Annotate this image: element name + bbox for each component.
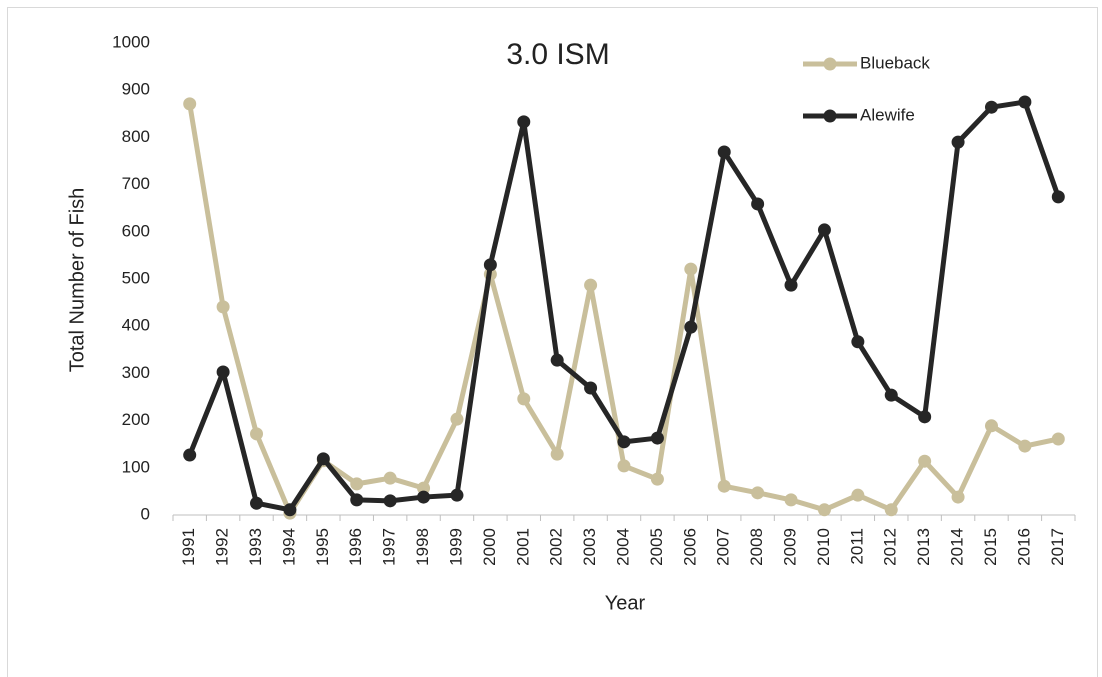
y-tick-label: 800: [122, 127, 150, 146]
point: [216, 365, 230, 379]
point: [751, 486, 765, 500]
point: [851, 335, 865, 349]
x-tick-label: 1999: [446, 528, 465, 566]
x-tick-label: 1993: [246, 528, 265, 566]
point: [483, 258, 497, 272]
point: [183, 448, 197, 462]
x-tick-label: 2002: [547, 528, 566, 566]
point: [1051, 432, 1065, 446]
point: [884, 503, 898, 517]
point: [450, 488, 464, 502]
point: [817, 223, 831, 237]
point: [617, 459, 631, 473]
y-axis-label: Total Number of Fish: [66, 188, 88, 373]
x-tick-label: 2017: [1048, 528, 1067, 566]
y-tick-label: 1000: [112, 32, 150, 51]
point: [851, 488, 865, 502]
x-tick-label: 2005: [647, 528, 666, 566]
point: [517, 115, 531, 129]
x-tick-label: 2001: [513, 528, 532, 566]
point: [584, 381, 598, 395]
y-tick-label: 900: [122, 80, 150, 99]
x-tick-label: 2011: [847, 528, 866, 565]
point: [250, 427, 264, 441]
x-tick-label: 2015: [981, 528, 1000, 566]
x-tick-label: 2004: [613, 528, 632, 566]
point: [1018, 95, 1032, 109]
x-tick-label: 2006: [680, 528, 699, 566]
legend-marker: [823, 57, 837, 71]
point: [817, 503, 831, 517]
point: [584, 278, 598, 292]
point: [1018, 439, 1032, 453]
y-tick-label: 400: [122, 316, 150, 335]
x-tick-label: 2014: [948, 528, 967, 566]
point: [684, 320, 698, 334]
point: [550, 353, 564, 367]
y-tick-label: 600: [122, 221, 150, 240]
y-tick-label: 200: [122, 410, 150, 429]
point: [684, 262, 698, 276]
x-tick-label: 2016: [1014, 528, 1033, 566]
point: [751, 197, 765, 211]
point: [884, 388, 898, 402]
point: [417, 490, 431, 504]
point: [250, 496, 264, 510]
point: [617, 435, 631, 449]
point: [951, 490, 965, 504]
point: [1051, 190, 1065, 204]
x-tick-label: 1992: [213, 528, 232, 566]
x-tick-label: 1996: [346, 528, 365, 566]
x-tick-label: 1997: [380, 528, 399, 566]
y-tick-label: 500: [122, 268, 150, 287]
point: [283, 503, 297, 517]
y-tick-label: 300: [122, 363, 150, 382]
x-tick-label: 1991: [179, 528, 198, 566]
y-tick-label: 700: [122, 174, 150, 193]
x-tick-label: 2003: [580, 528, 599, 566]
x-tick-label: 2009: [781, 528, 800, 566]
point: [650, 431, 664, 445]
point: [918, 454, 932, 468]
x-axis-label: Year: [605, 592, 646, 614]
point: [984, 419, 998, 433]
legend-label: Blueback: [860, 53, 930, 72]
y-tick-label: 0: [141, 504, 150, 523]
point: [383, 471, 397, 485]
x-tick-label: 1995: [313, 528, 332, 566]
legend-label: Alewife: [860, 105, 915, 124]
x-tick-label: 2008: [747, 528, 766, 566]
legend-marker: [823, 109, 837, 123]
chart-title: 3.0 ISM: [506, 38, 609, 71]
point: [717, 479, 731, 493]
point: [383, 494, 397, 508]
point: [784, 493, 798, 507]
point: [951, 135, 965, 149]
point: [984, 100, 998, 114]
x-tick-label: 2000: [480, 528, 499, 566]
point: [183, 97, 197, 111]
point: [784, 278, 798, 292]
point: [517, 392, 531, 406]
x-tick-label: 2007: [714, 528, 733, 566]
point: [650, 472, 664, 486]
x-tick-label: 1998: [413, 528, 432, 566]
y-tick-label: 100: [122, 457, 150, 476]
point: [450, 412, 464, 426]
point: [550, 447, 564, 461]
point: [316, 452, 330, 466]
point: [216, 300, 230, 314]
point: [417, 481, 431, 495]
x-tick-label: 2012: [881, 528, 900, 566]
x-tick-label: 1994: [279, 528, 298, 566]
point: [918, 410, 932, 424]
x-tick-label: 2010: [814, 528, 833, 566]
x-tick-label: 2013: [914, 528, 933, 566]
point: [350, 477, 364, 491]
point: [350, 493, 364, 507]
point: [717, 145, 731, 159]
